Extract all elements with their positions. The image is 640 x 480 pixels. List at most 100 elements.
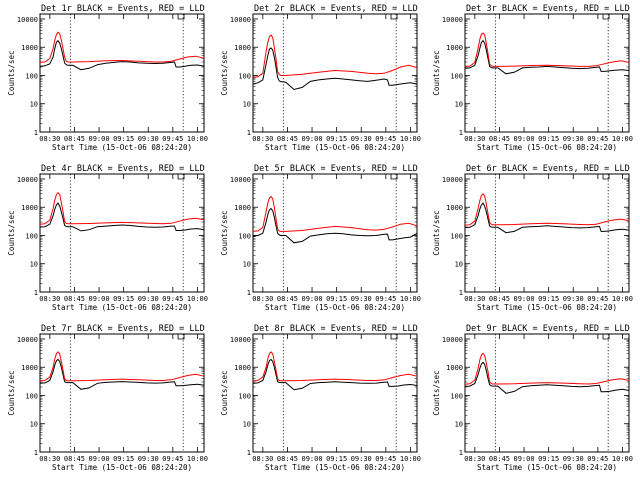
state-marker bbox=[602, 14, 610, 20]
panel-det-4r: Det 4r BLACK = Events, RED = LLD 1 10 100 10… bbox=[7, 164, 208, 312]
y-tick-label: 10000 bbox=[230, 176, 251, 184]
panel-title: Det 9r BLACK = Events, RED = LLD bbox=[466, 324, 630, 334]
x-tick-label: 08:30 bbox=[39, 135, 60, 143]
y-tick-label: 100 bbox=[238, 72, 251, 80]
x-tick-label: 09:15 bbox=[113, 135, 134, 143]
y-axis-label: Counts/sec bbox=[432, 370, 441, 415]
plot-frame bbox=[464, 333, 630, 453]
y-tick-label: 1000 bbox=[234, 44, 251, 52]
y-tick-label: 1000 bbox=[446, 44, 463, 52]
x-tick-label: 09:15 bbox=[538, 135, 559, 143]
x-tick-label: 08:45 bbox=[489, 135, 510, 143]
x-tick-label: 09:00 bbox=[89, 455, 110, 463]
x-tick-label: 08:30 bbox=[252, 295, 273, 303]
y-axis-label: Counts/sec bbox=[432, 210, 441, 255]
y-tick-label: 10000 bbox=[17, 336, 38, 344]
y-tick-label: 1 bbox=[247, 289, 251, 297]
x-tick-label: 09:15 bbox=[326, 135, 347, 143]
panel-det-3r: Det 3r BLACK = Events, RED = LLD 1 10 100 10… bbox=[432, 4, 633, 152]
x-tick-label: 09:00 bbox=[89, 135, 110, 143]
series-line-lld bbox=[39, 351, 205, 382]
y-tick-label: 10000 bbox=[442, 176, 463, 184]
y-tick-label: 10000 bbox=[17, 16, 38, 24]
plot-frame bbox=[252, 173, 418, 293]
x-tick-label: 09:30 bbox=[351, 135, 372, 143]
x-tick-label: 10:00 bbox=[400, 455, 421, 463]
y-tick-label: 10 bbox=[30, 101, 38, 109]
y-tick-label: 10 bbox=[243, 421, 251, 429]
y-tick-label: 1000 bbox=[21, 204, 38, 212]
y-tick-label: 10000 bbox=[442, 16, 463, 24]
state-marker bbox=[390, 14, 398, 20]
x-tick-label: 09:30 bbox=[351, 295, 372, 303]
y-tick-label: 100 bbox=[25, 72, 38, 80]
x-tick-label: 09:00 bbox=[514, 295, 535, 303]
x-tick-label: 09:45 bbox=[587, 135, 608, 143]
x-tick-label: 09:15 bbox=[326, 455, 347, 463]
series-line-lld bbox=[464, 32, 630, 67]
x-tick-label: 08:45 bbox=[64, 295, 85, 303]
series-line-events bbox=[464, 202, 630, 234]
x-tick-label: 09:30 bbox=[351, 455, 372, 463]
y-axis-label: Counts/sec bbox=[220, 50, 229, 95]
series-line-lld bbox=[464, 193, 630, 226]
series-line-events bbox=[464, 361, 630, 394]
y-tick-label: 1000 bbox=[234, 204, 251, 212]
y-tick-label: 100 bbox=[450, 72, 463, 80]
series-line-lld bbox=[252, 351, 418, 382]
panel-det-9r: Det 9r BLACK = Events, RED = LLD 1 10 100 10… bbox=[432, 324, 633, 472]
x-tick-label: 08:30 bbox=[464, 295, 485, 303]
plot-frame bbox=[39, 173, 205, 293]
x-tick-label: 09:45 bbox=[587, 455, 608, 463]
y-tick-label: 100 bbox=[238, 232, 251, 240]
y-tick-label: 10 bbox=[243, 101, 251, 109]
y-tick-label: 1000 bbox=[446, 364, 463, 372]
panel-det-2r: Det 2r BLACK = Events, RED = LLD 1 10 100 10… bbox=[220, 4, 421, 152]
x-tick-label: 09:15 bbox=[538, 295, 559, 303]
series-line-events bbox=[39, 202, 205, 232]
x-tick-label: 09:30 bbox=[563, 135, 584, 143]
state-marker bbox=[177, 174, 185, 180]
panel-det-6r: Det 6r BLACK = Events, RED = LLD 1 10 100 10… bbox=[432, 164, 633, 312]
x-tick-label: 09:30 bbox=[138, 295, 159, 303]
panel-det-1r: Det 1r BLACK = Events, RED = LLD 1 10 100 10… bbox=[7, 4, 208, 152]
y-tick-label: 100 bbox=[450, 392, 463, 400]
y-tick-label: 10 bbox=[30, 421, 38, 429]
x-tick-label: 08:45 bbox=[277, 455, 298, 463]
panel-title: Det 6r BLACK = Events, RED = LLD bbox=[466, 164, 630, 174]
x-tick-label: 09:00 bbox=[302, 295, 323, 303]
y-tick-label: 1000 bbox=[21, 364, 38, 372]
series-line-lld bbox=[464, 352, 630, 385]
x-tick-label: 09:45 bbox=[162, 135, 183, 143]
x-tick-label: 09:15 bbox=[113, 455, 134, 463]
y-tick-label: 100 bbox=[25, 392, 38, 400]
x-tick-label: 09:00 bbox=[302, 135, 323, 143]
x-tick-label: 10:00 bbox=[187, 135, 208, 143]
x-tick-label: 08:30 bbox=[39, 295, 60, 303]
y-tick-label: 10000 bbox=[442, 336, 463, 344]
state-marker bbox=[390, 334, 398, 340]
x-tick-label: 09:45 bbox=[375, 295, 396, 303]
panel-title: Det 7r BLACK = Events, RED = LLD bbox=[41, 324, 205, 334]
series-line-lld bbox=[39, 191, 205, 225]
x-axis-label: Start Time (15-Oct-06 08:24:20) bbox=[477, 143, 617, 152]
y-tick-label: 10 bbox=[455, 261, 463, 269]
x-tick-label: 09:45 bbox=[162, 455, 183, 463]
x-tick-label: 09:00 bbox=[89, 295, 110, 303]
x-tick-label: 08:45 bbox=[489, 295, 510, 303]
x-tick-label: 09:45 bbox=[375, 455, 396, 463]
panel-det-8r: Det 8r BLACK = Events, RED = LLD 1 10 100 10… bbox=[220, 324, 421, 472]
y-tick-label: 100 bbox=[238, 392, 251, 400]
x-tick-label: 08:45 bbox=[489, 455, 510, 463]
y-tick-label: 100 bbox=[25, 232, 38, 240]
y-tick-label: 1000 bbox=[21, 44, 38, 52]
state-marker bbox=[177, 334, 185, 340]
panel-det-5r: Det 5r BLACK = Events, RED = LLD 1 10 100 10… bbox=[220, 164, 421, 312]
y-axis-label: Counts/sec bbox=[220, 210, 229, 255]
x-tick-label: 08:30 bbox=[39, 455, 60, 463]
state-marker bbox=[602, 334, 610, 340]
series-line-events bbox=[252, 358, 418, 391]
x-tick-label: 09:00 bbox=[302, 455, 323, 463]
series-line-events bbox=[252, 207, 418, 244]
x-tick-label: 09:30 bbox=[138, 455, 159, 463]
